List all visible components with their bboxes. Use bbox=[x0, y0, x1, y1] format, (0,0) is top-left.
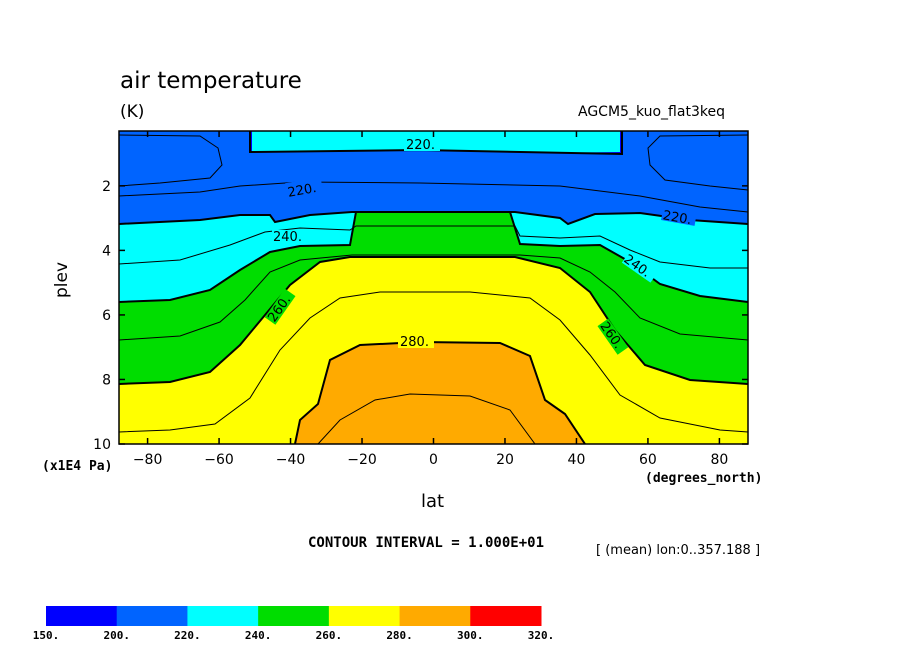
colorbar-label: 200. bbox=[103, 629, 130, 642]
contour-270 bbox=[119, 291, 748, 433]
contour-210-right bbox=[647, 134, 748, 191]
contour-260 bbox=[119, 256, 748, 385]
colorbar-swatch bbox=[187, 606, 259, 626]
colorbar-label: 240. bbox=[245, 629, 272, 642]
contour-label-4: 240. bbox=[273, 230, 302, 245]
x-axis-unit: (degrees_north) bbox=[645, 471, 763, 486]
colorbar-swatch bbox=[470, 606, 542, 626]
contour-290 bbox=[317, 393, 536, 444]
x-tick-label: −80 bbox=[133, 452, 163, 468]
x-tick-label: −40 bbox=[276, 452, 306, 468]
contour-label-2: 220. bbox=[287, 181, 318, 201]
colorbar: 150. 200. 220. 240. 260. 280. 300. 320. bbox=[33, 606, 555, 642]
contour-lines bbox=[119, 131, 748, 444]
colorbar-swatch bbox=[116, 606, 188, 626]
colorbar-swatch bbox=[46, 606, 118, 626]
y-tick-label: 10 bbox=[93, 437, 111, 453]
colorbar-label: 280. bbox=[386, 629, 413, 642]
contour-230 bbox=[119, 181, 748, 213]
y-tick-label: 4 bbox=[102, 243, 111, 259]
y-tick-label: 2 bbox=[102, 179, 111, 195]
x-tick-label: 80 bbox=[710, 452, 728, 468]
x-tick-label: −20 bbox=[347, 452, 377, 468]
contour-label-8: 280. bbox=[400, 335, 429, 350]
contour-interval-label: CONTOUR INTERVAL = 1.000E+01 bbox=[308, 535, 545, 551]
colorbar-swatch bbox=[328, 606, 401, 626]
dataset-name: AGCM5_kuo_flat3keq bbox=[578, 104, 725, 120]
contour-labels: 220. 220. 220. 240. 240. 260. 260. 280. bbox=[264, 138, 697, 355]
contour-label-3: 220. bbox=[662, 208, 693, 228]
x-tick-label: 40 bbox=[568, 452, 586, 468]
y-tick-label: 6 bbox=[102, 308, 111, 324]
x-tick-label: 0 bbox=[429, 452, 438, 468]
chart-units: (K) bbox=[120, 102, 145, 122]
colorbar-swatch bbox=[399, 606, 471, 626]
contour-210-left bbox=[119, 134, 223, 187]
x-tick-label: 20 bbox=[496, 452, 514, 468]
y-axis-unit: (x1E4 Pa) bbox=[42, 459, 113, 474]
x-axis-label: lat bbox=[421, 491, 445, 512]
chart-title: air temperature bbox=[120, 68, 302, 94]
contour-label-1: 220. bbox=[406, 138, 435, 153]
colorbar-swatch bbox=[258, 606, 330, 626]
colorbar-label: 260. bbox=[316, 629, 343, 642]
colorbar-label: 320. bbox=[528, 629, 555, 642]
mean-label: [ (mean) lon:0..357.188 ] bbox=[596, 543, 761, 558]
y-tick-label: 8 bbox=[102, 372, 111, 388]
x-tick-label: −60 bbox=[204, 452, 234, 468]
colorbar-label: 220. bbox=[174, 629, 201, 642]
band-280-300 bbox=[295, 342, 585, 444]
contour-250 bbox=[119, 254, 748, 341]
colorbar-label: 150. bbox=[33, 629, 60, 642]
x-tick-label: 60 bbox=[639, 452, 657, 468]
colorbar-label: 300. bbox=[457, 629, 484, 642]
axes: −80 −60 −40 −20 0 20 40 60 80 2 4 6 8 10 bbox=[93, 131, 748, 468]
